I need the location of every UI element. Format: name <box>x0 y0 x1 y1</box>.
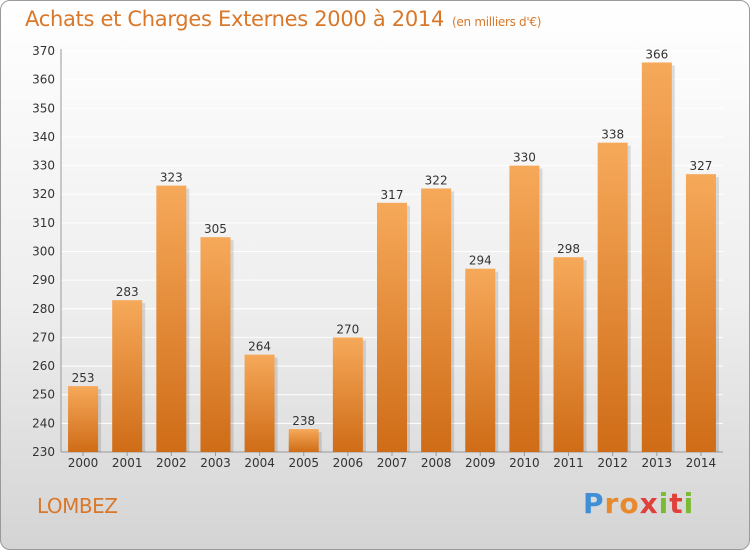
bar <box>553 257 584 452</box>
y-tick-label: 300 <box>32 245 55 259</box>
x-tick-label: 2013 <box>642 456 673 470</box>
y-tick-label: 280 <box>32 302 55 316</box>
x-tick-label: 2012 <box>597 456 628 470</box>
data-label: 366 <box>645 47 668 61</box>
data-label: 238 <box>292 414 315 428</box>
data-label: 330 <box>513 151 536 165</box>
x-tick-label: 2009 <box>465 456 496 470</box>
bar <box>509 165 540 453</box>
axes: 230 240 250 260 270 280 290 300 310 320 330 340 350 3… <box>32 44 723 470</box>
x-tick-label: 2014 <box>686 456 717 470</box>
bar <box>465 268 496 452</box>
logo-letter: i <box>683 487 695 520</box>
bar <box>685 174 716 452</box>
data-label: 270 <box>336 322 359 336</box>
title-text: Achats et Charges Externes 2000 à 2014 <box>25 7 445 31</box>
bar <box>156 185 187 452</box>
logo-letter: x <box>639 487 659 520</box>
data-labels: 253 283 323 305 264 238 270 317 322 294 330 298 338 3… <box>72 47 713 428</box>
y-tick-label: 320 <box>32 187 55 201</box>
y-tick-label: 330 <box>32 159 55 173</box>
data-label: 298 <box>557 242 580 256</box>
logo-letter: r <box>604 487 620 520</box>
x-tick-label: 2003 <box>200 456 231 470</box>
bar <box>597 142 628 452</box>
bar <box>421 188 452 452</box>
y-tick-label: 290 <box>32 273 55 287</box>
y-tick-label: 230 <box>32 445 55 459</box>
x-tick-label: 2004 <box>244 456 275 470</box>
y-tick-label: 370 <box>32 44 55 58</box>
y-tick-label: 250 <box>32 388 55 402</box>
x-tick-label: 2010 <box>509 456 540 470</box>
bar <box>376 202 408 452</box>
x-tick-label: 2008 <box>421 456 452 470</box>
bar <box>112 300 143 452</box>
y-tick-label: 350 <box>32 101 55 115</box>
y-tick-label: 360 <box>32 73 55 87</box>
chart-title: Achats et Charges Externes 2000 à 2014 (e… <box>25 7 541 31</box>
bar <box>641 62 672 452</box>
data-label: 323 <box>160 171 183 185</box>
proxiti-logo: Proxiti <box>583 487 694 520</box>
place-name: LOMBEZ <box>37 494 118 518</box>
logo-letter: i <box>658 487 670 520</box>
y-tick-label: 310 <box>32 216 55 230</box>
bar <box>244 354 275 452</box>
logo-letter: P <box>583 487 605 520</box>
y-tick-label: 340 <box>32 130 55 144</box>
logo-letter: o <box>619 487 640 520</box>
title-unit: (en milliers d'€) <box>452 15 542 29</box>
bar <box>200 237 231 452</box>
x-tick-label: 2002 <box>156 456 187 470</box>
y-tick-label: 240 <box>32 416 55 430</box>
bar <box>68 386 99 452</box>
x-tick-label: 2001 <box>112 456 143 470</box>
data-label: 327 <box>689 159 712 173</box>
data-label: 305 <box>204 222 227 236</box>
x-tick-label: 2007 <box>377 456 408 470</box>
data-label: 253 <box>72 371 95 385</box>
y-tick-label: 260 <box>32 359 55 373</box>
x-tick-label: 2000 <box>68 456 99 470</box>
bars <box>68 62 719 453</box>
x-tick-label: 2005 <box>288 456 319 470</box>
x-tick-label: 2006 <box>333 456 364 470</box>
logo-letter: t <box>669 487 684 520</box>
bar <box>288 429 319 452</box>
bar <box>332 337 363 452</box>
data-label: 322 <box>425 173 448 187</box>
y-tick-label: 270 <box>32 330 55 344</box>
data-label: 294 <box>469 254 492 268</box>
data-label: 264 <box>248 340 271 354</box>
x-tick-label: 2011 <box>553 456 584 470</box>
data-label: 317 <box>381 188 404 202</box>
data-label: 338 <box>601 128 624 142</box>
data-label: 283 <box>116 285 139 299</box>
